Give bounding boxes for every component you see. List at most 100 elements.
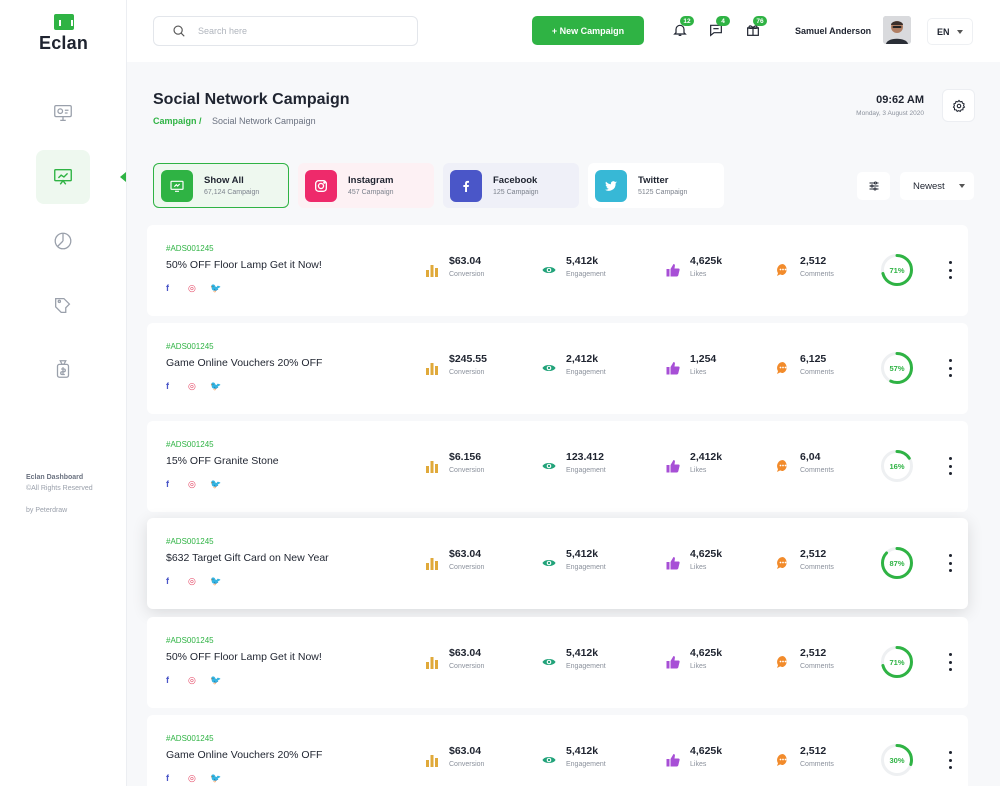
campaign-row[interactable]: #ADS001245 Game Online Vouchers 20% OFF … bbox=[147, 323, 968, 414]
filter-settings-button[interactable] bbox=[857, 172, 890, 200]
sort-select[interactable]: Newest bbox=[900, 172, 974, 200]
campaign-title[interactable]: Game Online Vouchers 20% OFF bbox=[166, 749, 323, 761]
settings-button[interactable] bbox=[942, 89, 975, 122]
filter-name: Twitter bbox=[638, 175, 669, 186]
comments-value: 2,512 bbox=[800, 255, 827, 267]
search-input[interactable] bbox=[198, 26, 398, 36]
campaign-title[interactable]: 50% OFF Floor Lamp Get it Now! bbox=[166, 651, 322, 663]
eye-icon bbox=[542, 556, 556, 570]
campaign-code: #ADS001245 bbox=[166, 342, 214, 351]
twitter-icon bbox=[595, 169, 627, 202]
filter-name: Facebook bbox=[493, 175, 538, 186]
facebook-icon[interactable]: f bbox=[166, 773, 169, 783]
conversion-label: Conversion bbox=[449, 761, 485, 768]
user-name[interactable]: Samuel Anderson bbox=[795, 26, 872, 36]
campaign-row[interactable]: #ADS001245 50% OFF Floor Lamp Get it Now… bbox=[147, 617, 968, 708]
avatar[interactable] bbox=[883, 16, 911, 44]
sidebar-item-campaign[interactable] bbox=[36, 150, 90, 204]
dot-icon bbox=[948, 758, 952, 762]
comments-label: Comments bbox=[800, 271, 834, 278]
messages-button[interactable]: 4 bbox=[708, 16, 730, 38]
sort-value: Newest bbox=[913, 180, 945, 192]
dot-icon bbox=[948, 561, 952, 565]
sidebar-item-analytics[interactable] bbox=[36, 214, 90, 268]
notifications-button[interactable]: 12 bbox=[672, 16, 694, 38]
campaign-row[interactable]: #ADS001245 $632 Target Gift Card on New … bbox=[147, 518, 968, 609]
facebook-icon[interactable]: f bbox=[166, 381, 169, 391]
campaign-row[interactable]: #ADS001245 50% OFF Floor Lamp Get it Now… bbox=[147, 225, 968, 316]
progress-percent: 16% bbox=[889, 461, 905, 471]
brand-logo[interactable]: Eclan bbox=[0, 14, 127, 54]
campaign-code: #ADS001245 bbox=[166, 440, 214, 449]
facebook-icon[interactable]: f bbox=[166, 675, 169, 685]
twitter-icon[interactable]: 🐦 bbox=[210, 576, 222, 586]
facebook-icon[interactable]: f bbox=[166, 479, 169, 489]
campaign-title[interactable]: 50% OFF Floor Lamp Get it Now! bbox=[166, 259, 322, 271]
dot-icon bbox=[948, 751, 952, 754]
more-options-button[interactable] bbox=[945, 261, 955, 279]
filter-tab-twitter[interactable]: Twitter 5125 Campaign bbox=[588, 163, 724, 208]
campaign-title[interactable]: $632 Target Gift Card on New Year bbox=[166, 552, 329, 564]
filter-count: 5125 Campaign bbox=[638, 189, 688, 196]
twitter-icon[interactable]: 🐦 bbox=[210, 773, 222, 783]
more-options-button[interactable] bbox=[945, 554, 955, 572]
dot-icon bbox=[948, 766, 952, 769]
twitter-icon[interactable]: 🐦 bbox=[210, 675, 222, 685]
conversion-label: Conversion bbox=[449, 467, 485, 474]
more-options-button[interactable] bbox=[945, 359, 955, 377]
instagram-icon[interactable]: ◎ bbox=[188, 479, 196, 489]
chevron-down-icon bbox=[957, 30, 963, 34]
gifts-button[interactable]: 76 bbox=[745, 16, 767, 38]
comment-icon bbox=[776, 263, 790, 277]
top-bar: + New Campaign 12 4 76 Samuel Anderson E… bbox=[127, 0, 1000, 62]
conversion-label: Conversion bbox=[449, 663, 485, 670]
instagram-icon[interactable]: ◎ bbox=[188, 576, 196, 586]
instagram-icon[interactable]: ◎ bbox=[188, 675, 196, 685]
engagement-value: 123.412 bbox=[566, 451, 604, 463]
filter-tab-facebook[interactable]: Facebook 125 Campaign bbox=[443, 163, 579, 208]
filter-tab-instagram[interactable]: Instagram 457 Campaign bbox=[298, 163, 434, 208]
more-options-button[interactable] bbox=[945, 751, 955, 769]
instagram-icon[interactable]: ◎ bbox=[188, 283, 196, 293]
sidebar-item-dashboard[interactable] bbox=[36, 86, 90, 140]
bar-chart-icon bbox=[425, 655, 439, 669]
instagram-icon[interactable]: ◎ bbox=[188, 773, 196, 783]
engagement-metric: 2,412k Engagement bbox=[542, 353, 606, 376]
comments-metric: 2,512 Comments bbox=[776, 548, 834, 571]
engagement-metric: 123.412 Engagement bbox=[542, 451, 606, 474]
engagement-label: Engagement bbox=[566, 369, 606, 376]
engagement-value: 2,412k bbox=[566, 353, 599, 365]
new-campaign-button[interactable]: + New Campaign bbox=[532, 16, 644, 45]
campaign-title[interactable]: Game Online Vouchers 20% OFF bbox=[166, 357, 323, 369]
sidebar-item-finance[interactable] bbox=[36, 342, 90, 396]
twitter-icon[interactable]: 🐦 bbox=[210, 479, 222, 489]
current-time: 09:62 AM bbox=[876, 94, 924, 106]
engagement-label: Engagement bbox=[566, 663, 606, 670]
footer-author: by Peterdraw bbox=[26, 507, 68, 514]
filter-tab-show-all[interactable]: Show All 67,124 Campaign bbox=[153, 163, 289, 208]
facebook-icon[interactable]: f bbox=[166, 283, 169, 293]
sidebar-item-deals[interactable] bbox=[36, 278, 90, 332]
money-bag-icon bbox=[56, 360, 70, 378]
twitter-icon[interactable]: 🐦 bbox=[210, 283, 222, 293]
bar-chart-icon bbox=[425, 753, 439, 767]
breadcrumb-parent[interactable]: Campaign / bbox=[153, 116, 202, 126]
twitter-icon[interactable]: 🐦 bbox=[210, 381, 222, 391]
instagram-icon[interactable]: ◎ bbox=[188, 381, 196, 391]
language-select[interactable]: EN bbox=[927, 18, 973, 45]
campaign-row[interactable]: #ADS001245 Game Online Vouchers 20% OFF … bbox=[147, 715, 968, 786]
more-options-button[interactable] bbox=[945, 457, 955, 475]
bar-chart-icon bbox=[425, 459, 439, 473]
dot-icon bbox=[948, 653, 952, 656]
facebook-icon[interactable]: f bbox=[166, 576, 169, 586]
comments-value: 2,512 bbox=[800, 647, 827, 659]
current-date: Monday, 3 August 2020 bbox=[856, 110, 924, 117]
dot-icon bbox=[948, 268, 952, 272]
campaign-title[interactable]: 15% OFF Granite Stone bbox=[166, 455, 279, 467]
dot-icon bbox=[948, 359, 952, 362]
campaign-row[interactable]: #ADS001245 15% OFF Granite Stone f ◎ 🐦 $… bbox=[147, 421, 968, 512]
eye-icon bbox=[542, 459, 556, 473]
progress-percent: 87% bbox=[889, 558, 905, 568]
search-box[interactable] bbox=[153, 16, 418, 46]
more-options-button[interactable] bbox=[945, 653, 955, 671]
